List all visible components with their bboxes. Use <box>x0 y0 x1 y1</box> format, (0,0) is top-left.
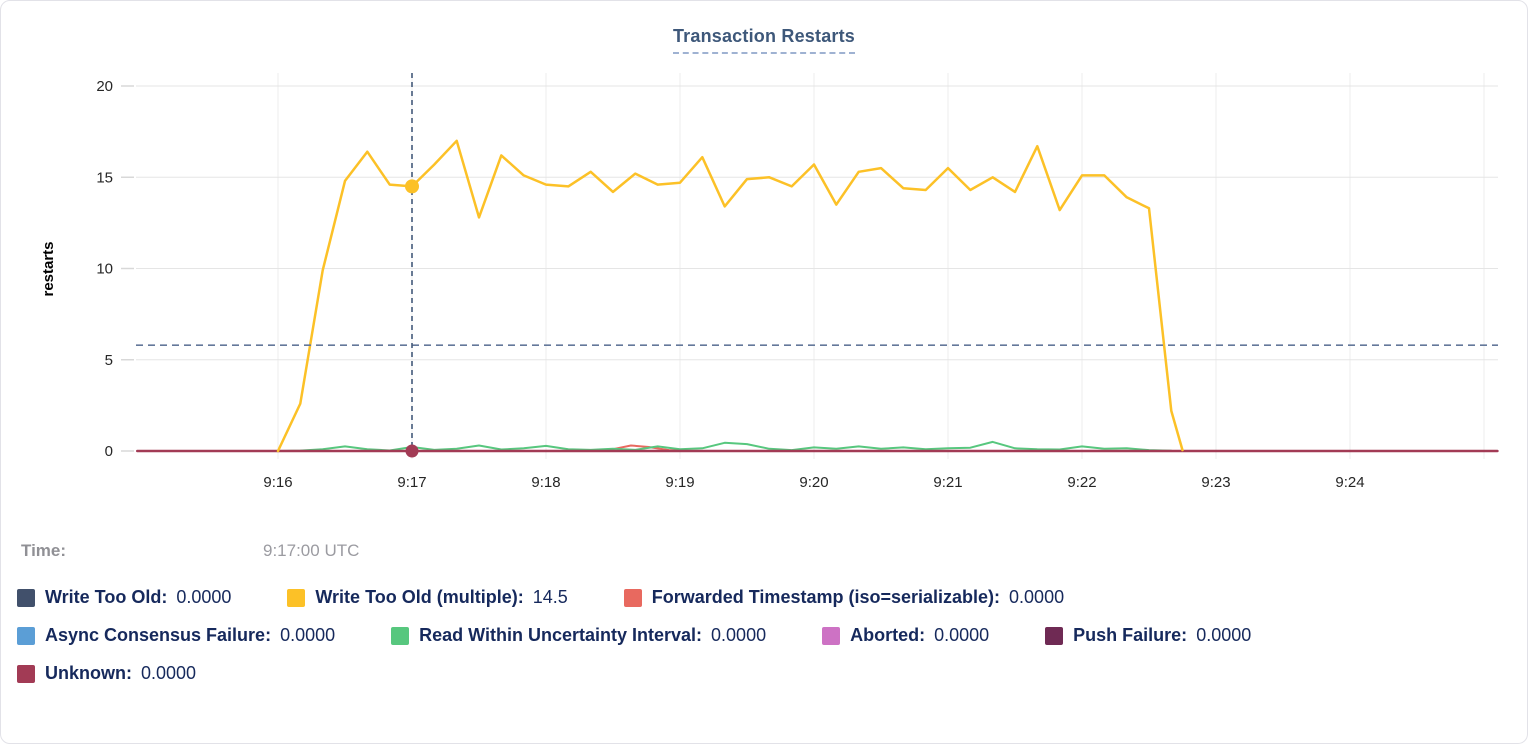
x-tick-label: 9:23 <box>1201 474 1230 491</box>
legend-swatch-icon <box>17 664 35 683</box>
legend-swatch-icon <box>17 588 35 607</box>
x-tick-label: 9:22 <box>1067 474 1096 491</box>
series-line-4 <box>277 440 1173 452</box>
y-tick-label: 0 <box>105 443 113 460</box>
legend-swatch-icon <box>822 626 841 645</box>
hover-crosshair <box>136 73 1498 459</box>
legend-series-label: Write Too Old (multiple): <box>315 587 524 607</box>
legend: Write Too Old: 0.0000 Write Too Old (multi… <box>17 587 1277 684</box>
cursor-dot <box>405 444 419 458</box>
x-tick-label: 9:19 <box>665 474 694 491</box>
legend-series-value: 0.0000 <box>1009 587 1065 607</box>
axis-labels: 9:16 9:17 9:18 9:19 9:20 9:21 9:22 9:23 9:24 0 5 10… <box>40 78 1365 491</box>
legend-series-value: 0.0000 <box>141 663 197 683</box>
x-tick-label: 9:20 <box>799 474 828 491</box>
gridlines <box>121 73 1498 459</box>
legend-series-label: Unknown: <box>45 663 132 683</box>
legend-series-value: 0.0000 <box>934 625 990 645</box>
legend-item[interactable]: Forwarded Timestamp (iso=serializable): 0… <box>623 587 1065 608</box>
legend-series-label: Async Consensus Failure: <box>45 625 272 645</box>
y-tick-label: 15 <box>96 169 113 186</box>
cursor-dot <box>405 179 419 194</box>
y-axis-label: restarts <box>40 241 57 296</box>
x-tick-label: 9:18 <box>531 474 560 491</box>
legend-item[interactable]: Unknown: 0.0000 <box>17 663 196 684</box>
y-tick-label: 10 <box>96 261 113 278</box>
legend-item[interactable]: Write Too Old: 0.0000 <box>17 587 231 608</box>
hover-time-label: Time: <box>21 541 67 560</box>
legend-item[interactable]: Async Consensus Failure: 0.0000 <box>17 625 335 646</box>
series-lines <box>136 139 1499 453</box>
chart-title[interactable]: Transaction Restarts <box>672 26 856 54</box>
x-tick-label: 9:24 <box>1335 474 1364 491</box>
chart-title-row: Transaction Restarts <box>1 26 1527 54</box>
legend-swatch-icon <box>17 626 35 645</box>
legend-item[interactable]: Push Failure: 0.0000 <box>1045 625 1251 646</box>
x-tick-label: 9:21 <box>933 474 962 491</box>
hover-time-value: 9:17:00 UTC <box>263 541 360 560</box>
legend-swatch-icon <box>1045 626 1064 645</box>
legend-swatch-icon <box>391 626 410 645</box>
legend-series-label: Write Too Old: <box>45 587 168 607</box>
legend-series-label: Forwarded Timestamp (iso=serializable): <box>651 587 1001 607</box>
legend-series-value: 14.5 <box>532 587 568 607</box>
legend-row: Write Too Old: 0.0000 Write Too Old (multi… <box>17 587 1277 608</box>
legend-series-value: 0.0000 <box>1196 625 1252 645</box>
series-line-1 <box>276 139 1184 453</box>
legend-row: Unknown: 0.0000 <box>17 663 1277 684</box>
transaction-restarts-chart[interactable]: 9:16 9:17 9:18 9:19 9:20 9:21 9:22 9:23 9:24 0 5 10… <box>1 1 1528 517</box>
legend-series-value: 0.0000 <box>176 587 232 607</box>
legend-series-value: 0.0000 <box>711 625 767 645</box>
legend-series-label: Read Within Uncertainty Interval: <box>419 625 703 645</box>
legend-item[interactable]: Read Within Uncertainty Interval: 0.0000 <box>391 625 766 646</box>
x-tick-label: 9:16 <box>263 474 292 491</box>
legend-item[interactable]: Write Too Old (multiple): 14.5 <box>287 587 568 608</box>
y-tick-label: 5 <box>105 352 113 369</box>
x-tick-label: 9:17 <box>397 474 426 491</box>
legend-row: Async Consensus Failure: 0.0000 Read Withi… <box>17 625 1277 646</box>
legend-swatch-icon <box>623 588 642 607</box>
y-tick-label: 20 <box>96 78 113 95</box>
legend-swatch-icon <box>287 588 306 607</box>
legend-series-label: Push Failure: <box>1073 625 1188 645</box>
legend-series-value: 0.0000 <box>280 625 336 645</box>
legend-item[interactable]: Aborted: 0.0000 <box>822 625 989 646</box>
legend-series-label: Aborted: <box>850 625 926 645</box>
